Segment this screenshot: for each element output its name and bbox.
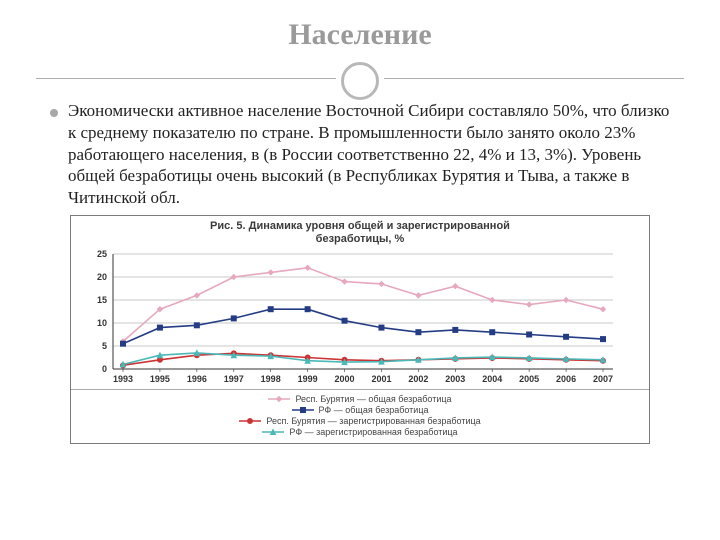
- svg-text:0: 0: [102, 364, 107, 374]
- svg-text:2007: 2007: [593, 374, 613, 384]
- svg-text:2005: 2005: [519, 374, 539, 384]
- divider-circle-icon: [341, 62, 379, 100]
- legend-label: Респ. Бурятия — общая безработица: [295, 394, 451, 404]
- chart-title: Рис. 5. Динамика уровня общей и зарегист…: [71, 216, 649, 248]
- bullet-icon: [50, 109, 58, 117]
- svg-text:2002: 2002: [408, 374, 428, 384]
- page-title: Население: [0, 18, 720, 52]
- divider-line-left: [36, 78, 336, 79]
- legend-swatch-icon: [239, 417, 261, 425]
- body-text: Экономически активное население Восточно…: [0, 96, 720, 209]
- svg-text:1996: 1996: [187, 374, 207, 384]
- legend-label: РФ — зарегистрированная безработица: [289, 427, 457, 437]
- legend-label: Респ. Бурятия — зарегистрированная безра…: [266, 416, 480, 426]
- svg-text:20: 20: [97, 272, 107, 282]
- legend-label: РФ — общая безработица: [319, 405, 429, 415]
- legend-swatch-icon: [262, 428, 284, 436]
- chart-container: Рис. 5. Динамика уровня общей и зарегист…: [70, 215, 650, 444]
- svg-text:1999: 1999: [298, 374, 318, 384]
- svg-text:1995: 1995: [150, 374, 170, 384]
- svg-text:5: 5: [102, 341, 107, 351]
- legend-item: Респ. Бурятия — общая безработица: [268, 394, 451, 404]
- svg-text:10: 10: [97, 318, 107, 328]
- svg-text:2001: 2001: [371, 374, 391, 384]
- legend-swatch-icon: [268, 395, 290, 403]
- chart-legend: Респ. Бурятия — общая безработицаРФ — об…: [71, 389, 649, 443]
- svg-text:1998: 1998: [261, 374, 281, 384]
- svg-text:1997: 1997: [224, 374, 244, 384]
- chart-title-line2: безработицы, %: [316, 233, 405, 245]
- svg-text:25: 25: [97, 249, 107, 259]
- title-block: Население: [0, 0, 720, 96]
- slide: Население Экономически активное населени…: [0, 0, 720, 540]
- legend-item: РФ — зарегистрированная безработица: [262, 427, 457, 437]
- svg-text:2006: 2006: [556, 374, 576, 384]
- title-divider: [0, 62, 720, 96]
- legend-item: РФ — общая безработица: [292, 405, 429, 415]
- chart-svg: 0 5 10 15 20 25 1993 1995 1996 1997 1998 1999 2000 20…: [71, 248, 631, 389]
- legend-item: Респ. Бурятия — зарегистрированная безра…: [239, 416, 480, 426]
- svg-text:15: 15: [97, 295, 107, 305]
- legend-swatch-icon: [292, 406, 314, 414]
- svg-text:2003: 2003: [445, 374, 465, 384]
- svg-text:2004: 2004: [482, 374, 502, 384]
- chart-title-line1: Рис. 5. Динамика уровня общей и зарегист…: [210, 220, 510, 232]
- divider-line-right: [384, 78, 684, 79]
- body-paragraph: Экономически активное население Восточно…: [68, 100, 670, 209]
- svg-text:2000: 2000: [335, 374, 355, 384]
- svg-text:1993: 1993: [113, 374, 133, 384]
